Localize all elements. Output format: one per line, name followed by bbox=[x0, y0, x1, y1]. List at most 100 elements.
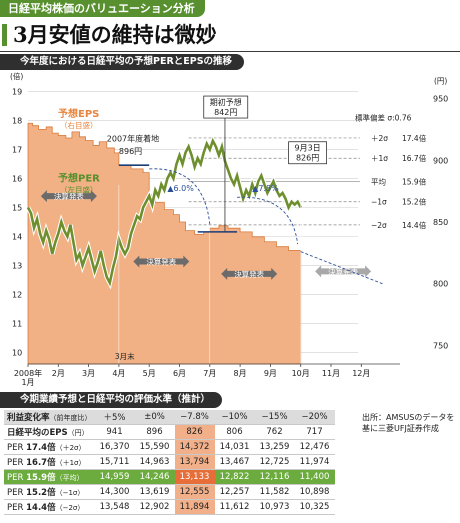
x-tick-label: 7月 bbox=[203, 369, 216, 378]
y-tick-label: 15 bbox=[12, 204, 22, 213]
table-cell: 13,259 bbox=[254, 439, 295, 455]
table-cell: 12,555 bbox=[174, 484, 215, 500]
sigma-label: ＋1σ bbox=[371, 154, 388, 163]
table-cell: 16,370 bbox=[94, 439, 135, 455]
x-tick-label: 5月 bbox=[143, 369, 156, 378]
fy2007-label: 2007年度着地 bbox=[107, 134, 159, 144]
x-tick-label: 10月 bbox=[292, 369, 310, 378]
table-cell: 10,898 bbox=[294, 484, 335, 500]
right-tick-label: 850 bbox=[433, 218, 448, 227]
table-eps-label: 日経平均のEPS（円） bbox=[4, 424, 95, 440]
table-row-label: PER 17.4倍（＋2σ） bbox=[4, 439, 95, 455]
left-axis-unit: (倍) bbox=[10, 71, 23, 81]
table-cell: 13,619 bbox=[134, 484, 175, 500]
decline-pct-2: ▲7.8% bbox=[252, 184, 279, 193]
x-tick-label: 11月 bbox=[322, 369, 340, 378]
table-header-cell: ±0% bbox=[134, 410, 175, 425]
headline-accent bbox=[2, 24, 7, 46]
table-cell: 11,582 bbox=[254, 484, 295, 500]
table-header-cell: −10% bbox=[214, 410, 255, 425]
x-tick-label: 4月 bbox=[112, 369, 125, 378]
table-cell: 11,894 bbox=[174, 499, 215, 515]
decline-arrow-2 bbox=[237, 196, 299, 245]
earnings-label: 決算発表 bbox=[328, 266, 358, 276]
table-cell: 806 bbox=[214, 424, 255, 440]
y-tick-label: 16 bbox=[12, 175, 22, 184]
y-tick-label: 17 bbox=[12, 146, 22, 155]
table-cell: 12,725 bbox=[254, 454, 295, 470]
table-cell: 14,300 bbox=[94, 484, 135, 500]
march-end-label: 3月末 bbox=[115, 351, 135, 361]
x-tick-label: 2008年 bbox=[14, 368, 42, 378]
chart-section-title: 今年度における日経平均の予想PERとEPSの推移 bbox=[0, 54, 245, 70]
eps-sublabel: （右目盛） bbox=[60, 120, 98, 130]
earnings-label: 決算発表 bbox=[146, 257, 176, 267]
sigma-value: 15.9倍 bbox=[402, 176, 427, 186]
headline-rule bbox=[0, 51, 460, 52]
y-tick-label: 13 bbox=[12, 261, 22, 270]
table-header-cell: −7.8% bbox=[174, 410, 215, 425]
table-cell: 941 bbox=[94, 424, 135, 440]
table-row-label: PER 16.7倍（＋1σ） bbox=[4, 454, 95, 470]
right-axis-unit: (円) bbox=[434, 77, 447, 86]
per-eps-chart: 19 18 17 16 15 14 13 12 11 10 (倍) ＋2σ 17.4倍 ＋1σ 16.7倍平… bbox=[10, 71, 448, 387]
table-cell: 13,467 bbox=[214, 454, 255, 470]
right-tick-label: 800 bbox=[433, 280, 448, 289]
table-cell: 15,711 bbox=[94, 454, 135, 470]
table-cell: 13,548 bbox=[94, 499, 135, 515]
table-row: PER 15.2倍（−1σ） 14,300 13,619 12,555 12,2… bbox=[4, 484, 335, 500]
table-cell: 12,902 bbox=[134, 499, 175, 515]
table-cell: 14,959 bbox=[94, 469, 135, 485]
eps-label: 予想EPS bbox=[58, 107, 99, 120]
table-row-label: PER 15.9倍（平均） bbox=[4, 469, 95, 485]
right-tick-label: 900 bbox=[433, 156, 448, 165]
sigma-label: −1σ bbox=[371, 198, 387, 207]
x-tick-label: 8月 bbox=[234, 369, 247, 378]
sep3-label: 9月3日 bbox=[294, 144, 320, 153]
eps-series-area bbox=[27, 122, 302, 365]
table-row-label: PER 15.2倍（−1σ） bbox=[4, 484, 95, 500]
headline: 3月安値の維持は微妙 bbox=[0, 21, 460, 52]
sigma-label: −2σ bbox=[371, 221, 387, 230]
initial-forecast-value: 842円 bbox=[214, 108, 237, 117]
initial-forecast-label: 期初予想 bbox=[210, 97, 242, 107]
table-header-cell: −15% bbox=[254, 410, 295, 425]
y-tick-label: 12 bbox=[12, 290, 22, 299]
initial-forecast-box bbox=[203, 95, 249, 119]
decline-pct-1: ▲6.0% bbox=[167, 184, 194, 193]
fy2007-value: 896円 bbox=[119, 147, 142, 156]
table-cell: 11,612 bbox=[214, 499, 255, 515]
earnings-badge bbox=[315, 265, 372, 278]
sigma-value: 17.4倍 bbox=[402, 133, 427, 143]
table-cell: 12,822 bbox=[214, 469, 255, 485]
table-cell: 12,476 bbox=[294, 439, 335, 455]
y-tick-label: 19 bbox=[12, 88, 22, 97]
table-cell: 11,400 bbox=[294, 469, 335, 485]
table-cell: 10,973 bbox=[254, 499, 295, 515]
table-section-bar: 今期業績予想と日経平均の評価水準（推計） bbox=[0, 392, 460, 408]
table-cell: 12,257 bbox=[214, 484, 255, 500]
sigma-label: 平均 bbox=[371, 176, 386, 186]
table-cell: 14,031 bbox=[214, 439, 255, 455]
table-cell: 717 bbox=[294, 424, 335, 440]
x-tick-label: 3月 bbox=[82, 369, 95, 378]
table-header-cell: −20% bbox=[294, 410, 335, 425]
y-tick-label: 18 bbox=[12, 117, 22, 126]
right-tick-label: 950 bbox=[433, 95, 448, 104]
table-cell: 762 bbox=[254, 424, 295, 440]
table-section-title: 今期業績予想と日経平均の評価水準（推計） bbox=[0, 392, 223, 408]
sigma-value: 16.7倍 bbox=[402, 153, 427, 163]
table-cell: 826 bbox=[174, 424, 215, 440]
category-tag: 日経平均株価のバリュエーション分析 bbox=[0, 0, 205, 17]
x-tick-label: 6月 bbox=[173, 369, 186, 378]
sep3-box bbox=[288, 141, 327, 165]
x-tick-label: 12月 bbox=[352, 369, 370, 378]
table-cell: 14,372 bbox=[174, 439, 215, 455]
per-label: 予想PER bbox=[58, 171, 100, 184]
table-row: PER 17.4倍（＋2σ） 16,370 15,590 14,372 14,0… bbox=[4, 439, 335, 455]
y-tick-label: 11 bbox=[12, 319, 22, 328]
sigma-value: 14.4倍 bbox=[402, 220, 427, 230]
decline-arrow-1 bbox=[149, 168, 211, 225]
x-tick-label: 9月 bbox=[264, 369, 277, 378]
